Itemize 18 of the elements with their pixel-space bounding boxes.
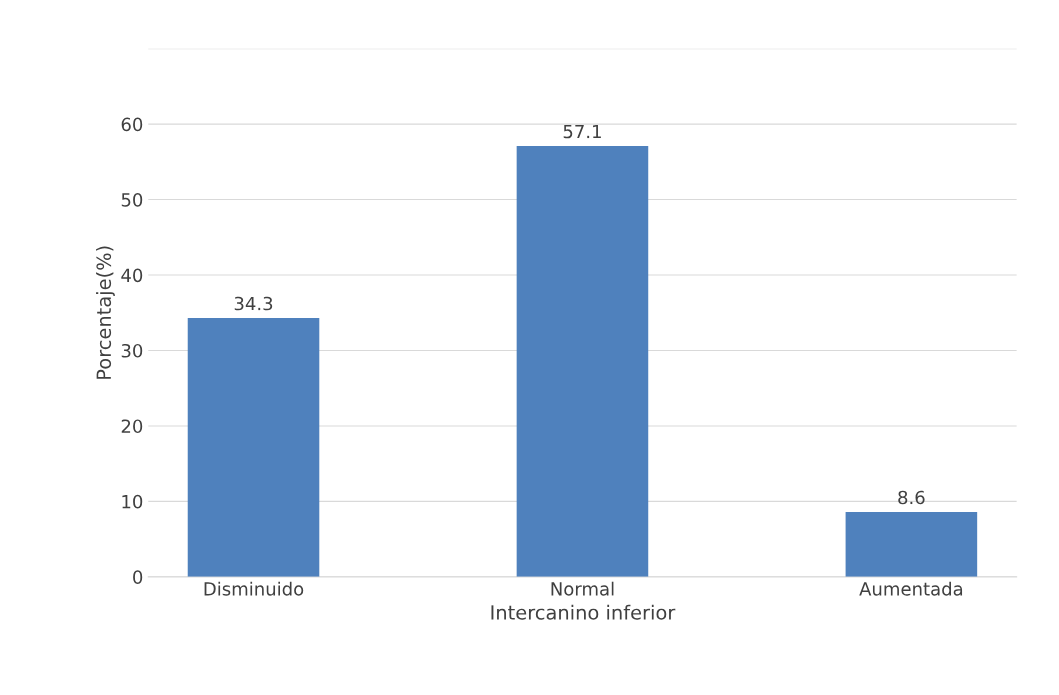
bar	[845, 511, 978, 577]
y-tick-label: 0	[133, 570, 143, 584]
y-tick-label: 60	[121, 117, 143, 132]
y-tick-label: 30	[121, 343, 143, 358]
x-tick-label: Disminuido	[204, 581, 304, 596]
y-tick-label: 10	[122, 494, 143, 509]
data-label: 34.3	[234, 296, 273, 311]
data-label: 57.1	[563, 124, 601, 139]
y-tick-label: 40	[121, 268, 143, 283]
y-tick-label: 50	[121, 193, 143, 207]
bar	[516, 145, 649, 577]
y-tick-label: 20	[121, 419, 143, 434]
y-axis-title: Porcentaje(%)	[96, 246, 115, 379]
x-axis-title: Intercanino inferior	[491, 604, 676, 620]
x-tick-label: Aumentada	[859, 581, 963, 596]
x-tick-label: Normal	[551, 581, 614, 596]
bar	[187, 318, 320, 577]
data-label: 8.6	[898, 490, 925, 505]
